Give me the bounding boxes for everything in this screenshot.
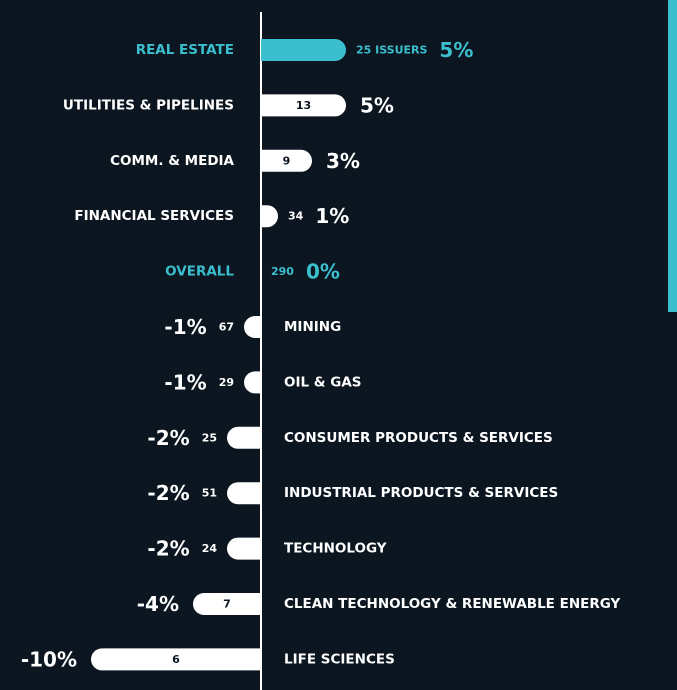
category-label: CLEAN TECHNOLOGY & RENEWABLE ENERGY [284,596,621,612]
bar [261,94,346,117]
value-label: 3% [326,149,360,173]
value-label: -2% [147,481,189,505]
value-label: -2% [147,537,189,561]
accent-bar [668,0,677,312]
bar [91,648,262,671]
bar [261,39,346,61]
bar [227,482,261,505]
bar [227,537,261,560]
issuer-count: 51 [202,487,217,500]
category-label: REAL ESTATE [136,42,234,58]
issuer-count: 7 [223,598,231,611]
category-label: CONSUMER PRODUCTS & SERVICES [284,430,553,446]
value-label: 1% [315,204,349,228]
value-label: -2% [147,426,189,450]
category-label: FINANCIAL SERVICES [74,208,234,224]
issuer-count: 9 [283,154,291,167]
value-label: 0% [306,260,340,284]
category-label: OVERALL [165,264,234,280]
issuer-count: 25 [202,431,217,444]
value-label: -4% [137,592,179,616]
category-label: OIL & GAS [284,374,362,390]
issuer-count: 67 [219,321,234,334]
value-label: -10% [21,647,77,671]
value-label: 5% [360,93,394,117]
issuer-count: 13 [296,99,311,112]
bar [261,205,278,228]
issuer-count: 6 [172,653,180,666]
issuer-count: 24 [202,542,218,555]
value-label: -1% [164,370,206,394]
value-label: -1% [164,315,206,339]
bar [227,426,261,449]
bar [244,371,261,394]
bar [193,593,261,615]
category-label: INDUSTRIAL PRODUCTS & SERVICES [284,485,558,501]
issuer-count: 34 [288,210,304,223]
value-label: 5% [439,38,473,62]
category-label: UTILITIES & PIPELINES [63,97,234,113]
category-label: TECHNOLOGY [284,541,387,557]
bar [261,149,313,172]
category-label: COMM. & MEDIA [110,153,234,169]
category-label: MINING [284,319,341,335]
category-label: LIFE SCIENCES [284,651,395,667]
bar [244,316,261,338]
issuer-count: 25 ISSUERS [356,44,427,57]
issuer-count: 29 [219,376,234,389]
issuer-count: 290 [271,265,294,278]
